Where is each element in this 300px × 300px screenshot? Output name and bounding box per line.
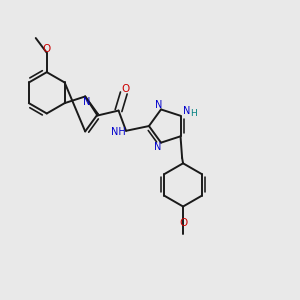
Text: N: N [155, 100, 163, 110]
Text: NH: NH [111, 127, 125, 137]
Text: O: O [179, 218, 187, 228]
Text: N: N [183, 106, 190, 116]
Text: N: N [83, 97, 91, 106]
Text: O: O [43, 44, 51, 54]
Text: O: O [121, 84, 130, 94]
Text: N: N [154, 142, 161, 152]
Text: H: H [190, 110, 196, 118]
